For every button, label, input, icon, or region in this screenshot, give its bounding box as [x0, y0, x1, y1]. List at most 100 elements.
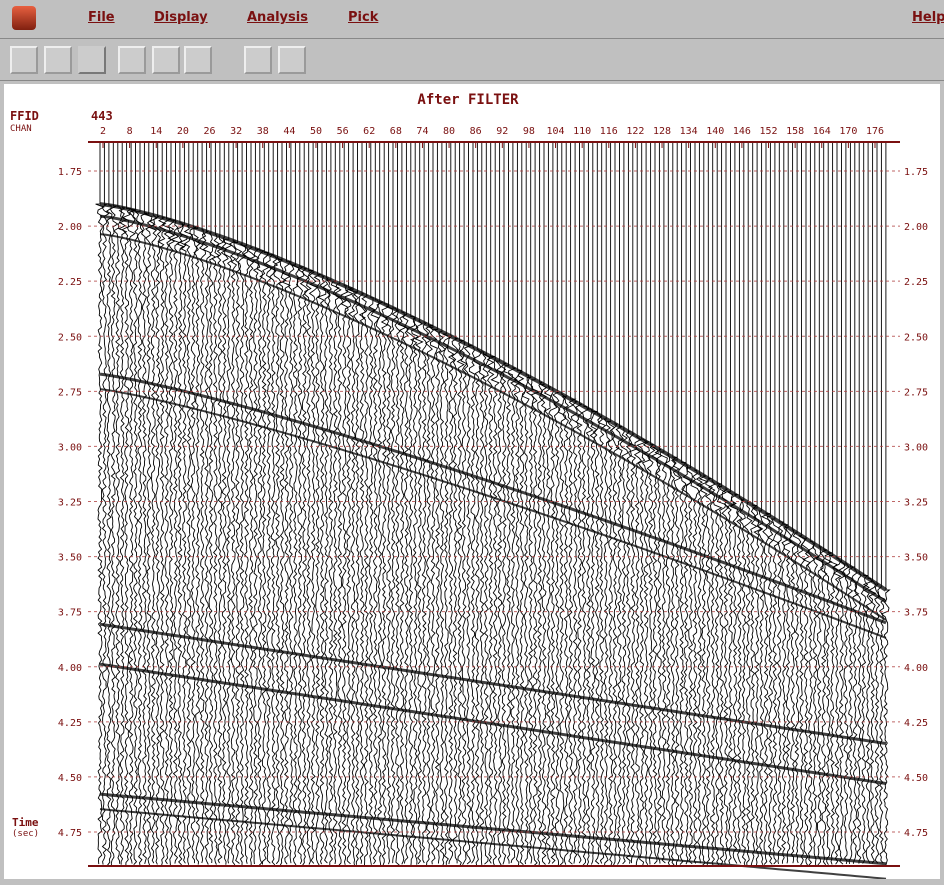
seismic-trace — [808, 142, 815, 865]
time-tick-label: 4.50 — [904, 773, 928, 784]
seismic-trace — [297, 142, 304, 864]
chan-tick-label: 20 — [177, 126, 189, 137]
seismic-trace — [665, 142, 671, 866]
time-tick-label: 1.75 — [904, 167, 928, 178]
seismic-trace — [323, 142, 329, 863]
seismic-trace — [283, 142, 290, 864]
chan-tick-label: 62 — [363, 126, 375, 137]
seismic-trace — [758, 142, 764, 865]
tool-button[interactable] — [244, 46, 272, 74]
seismic-trace — [386, 142, 393, 864]
tool-button[interactable] — [44, 46, 72, 74]
chan-tick-label: 26 — [203, 126, 215, 137]
seismic-trace — [852, 142, 859, 864]
seismic-trace — [483, 142, 490, 864]
reflection-event — [100, 664, 886, 783]
menu-item[interactable]: File — [88, 10, 115, 25]
menu-item[interactable]: Analysis — [247, 10, 308, 25]
chan-tick-label: 32 — [230, 126, 242, 137]
chan-tick-label: 158 — [786, 126, 804, 137]
seismic-trace — [190, 142, 197, 863]
seismic-trace — [314, 142, 320, 865]
seismic-trace — [833, 142, 841, 864]
plot-title: After FILTER — [417, 92, 519, 108]
reflection-event — [100, 809, 886, 879]
seismic-trace — [673, 142, 681, 865]
tool-button[interactable] — [152, 46, 180, 74]
tool-button[interactable] — [184, 46, 212, 74]
seismic-trace — [96, 142, 104, 864]
seismic-trace — [407, 142, 415, 866]
time-tick-label: 4.00 — [904, 663, 928, 674]
reflection-event — [100, 204, 886, 590]
time-tick-label: 4.25 — [904, 718, 928, 729]
chan-tick-label: 116 — [600, 126, 618, 137]
seismic-trace — [177, 142, 184, 865]
seismic-trace — [345, 142, 353, 864]
time-unit: (sec) — [12, 829, 39, 839]
time-tick-label: 4.00 — [58, 663, 82, 674]
seismic-trace — [354, 142, 360, 865]
chan-tick-label: 68 — [390, 126, 402, 137]
chan-tick-label: 134 — [680, 126, 698, 137]
chan-tick-label: 110 — [573, 126, 591, 137]
seismic-trace — [479, 142, 486, 865]
seismic-trace — [522, 142, 529, 864]
seismic-trace — [737, 142, 743, 863]
seismic-trace — [861, 142, 867, 864]
seismic-trace — [309, 142, 317, 863]
seismic-trace — [607, 142, 614, 866]
seismic-trace — [882, 142, 890, 866]
time-tick-label: 3.75 — [904, 608, 928, 619]
seismic-trace — [234, 142, 242, 864]
tool-button[interactable] — [10, 46, 38, 74]
chan-tick-label: 8 — [127, 126, 133, 137]
chan-tick-label: 74 — [416, 126, 428, 137]
time-tick-label: 3.25 — [58, 498, 82, 509]
time-tick-label: 3.00 — [904, 442, 928, 453]
chan-tick-label: 146 — [733, 126, 751, 137]
seismic-trace — [341, 142, 349, 865]
menu-item[interactable]: Pick — [348, 10, 378, 25]
seismic-trace — [469, 142, 475, 863]
seismic-plot: After FILTER FFID 443 CHAN Time (sec) 28… — [4, 84, 940, 879]
chan-tick-label: 152 — [759, 126, 777, 137]
time-tick-label: 4.25 — [58, 718, 82, 729]
toolbar — [0, 40, 944, 81]
traces — [96, 142, 890, 879]
time-tick-label: 3.75 — [58, 608, 82, 619]
tool-button[interactable] — [278, 46, 306, 74]
seismic-trace — [772, 142, 780, 864]
tool-button[interactable] — [78, 46, 106, 74]
seismic-trace — [864, 142, 872, 863]
seismic-trace — [376, 142, 383, 866]
seismic-trace — [136, 142, 145, 866]
time-tick-label: 2.50 — [904, 332, 928, 343]
seismic-trace — [464, 142, 472, 864]
time-tick-label: 2.75 — [58, 387, 82, 398]
seismic-trace — [582, 142, 588, 866]
seismic-trace — [793, 142, 801, 863]
seismic-trace — [875, 142, 880, 863]
reflection-event — [100, 794, 886, 864]
seismic-trace — [798, 142, 806, 866]
tool-button[interactable] — [118, 46, 146, 74]
chan-tick-label: 14 — [150, 126, 162, 137]
seismic-trace — [209, 142, 215, 863]
seismic-trace — [816, 142, 823, 865]
menu-item[interactable]: Help — [912, 10, 944, 25]
chan-tick-label: 2 — [100, 126, 106, 137]
seismic-trace — [562, 142, 568, 865]
seismic-trace — [422, 142, 427, 863]
seismic-trace — [425, 142, 433, 865]
chan-tick-label: 38 — [257, 126, 269, 137]
menu-item[interactable]: Display — [154, 10, 208, 25]
app: File Display Analysis Pick Help After FI… — [0, 0, 944, 885]
time-tick-label: 2.25 — [904, 277, 928, 288]
seismic-trace — [538, 142, 543, 865]
seismic-trace — [626, 142, 632, 864]
seismic-trace — [514, 142, 521, 865]
seismic-trace — [119, 142, 126, 865]
menu-bar: File Display Analysis Pick Help — [0, 0, 944, 39]
seismic-trace — [616, 142, 623, 865]
